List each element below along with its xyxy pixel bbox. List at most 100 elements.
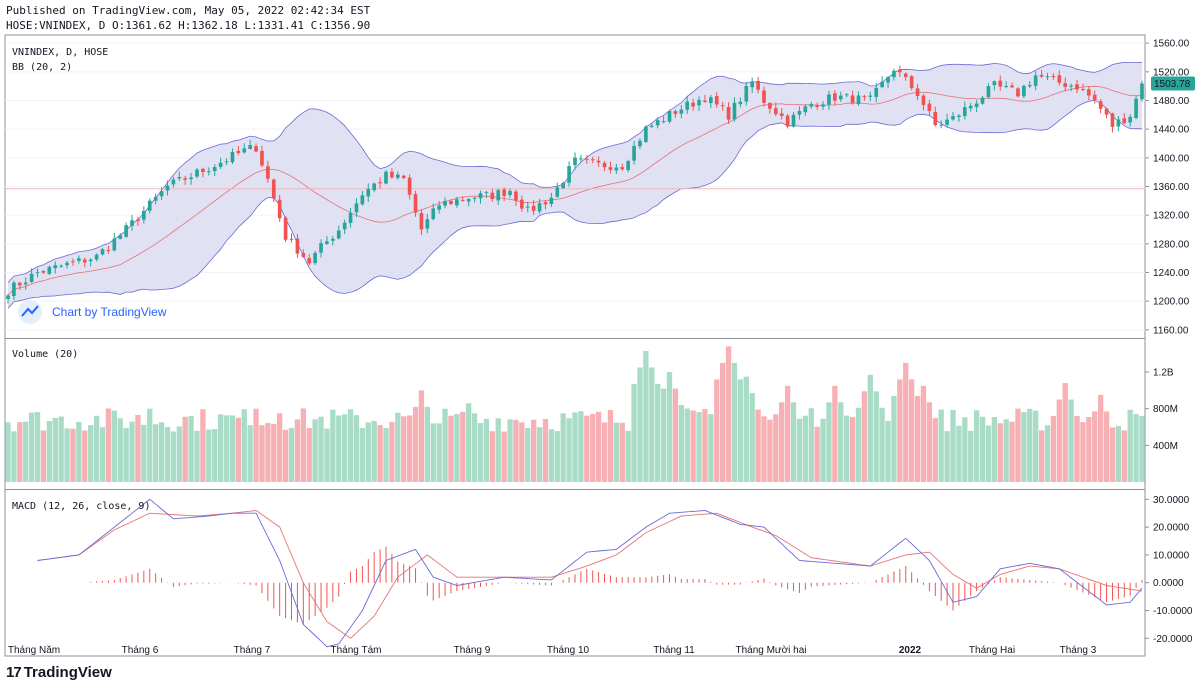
candle-body <box>1045 76 1050 78</box>
candle-body <box>242 148 247 153</box>
candle-body <box>195 169 199 177</box>
candle-body <box>968 105 973 109</box>
candle-body <box>726 107 731 120</box>
candle-body <box>667 110 672 122</box>
candle-body <box>23 282 28 285</box>
candle-body <box>1016 88 1020 97</box>
candle-body <box>626 161 630 171</box>
candle-body <box>142 210 146 220</box>
volume-bar <box>353 415 360 482</box>
volume-bar <box>265 422 271 482</box>
candle-body <box>1081 89 1085 91</box>
volume-bar <box>897 379 903 482</box>
candle-body <box>112 238 117 251</box>
candle-body <box>531 205 536 211</box>
volume-bar <box>235 417 242 482</box>
footer-brand[interactable]: 17 TradingView <box>6 664 112 681</box>
volume-bar <box>542 418 549 482</box>
volume-bar <box>430 423 436 482</box>
candle-body <box>856 95 861 105</box>
volume-bar <box>1015 408 1021 482</box>
candle-body <box>466 198 471 202</box>
candle-body <box>171 179 176 185</box>
bb-lower-line <box>7 99 1143 309</box>
volume-bar <box>660 388 667 482</box>
volume-bar <box>194 430 200 482</box>
volume-bar <box>784 385 791 482</box>
volume-bar <box>82 430 88 482</box>
candle-body <box>390 171 394 178</box>
time-axis-label: Tháng Mười hai <box>735 645 806 656</box>
candle-body <box>537 203 542 212</box>
watermark[interactable]: Chart by TradingView <box>18 300 167 324</box>
volume-bar <box>773 414 779 482</box>
volume-bar <box>737 379 744 482</box>
candle-body <box>100 249 105 255</box>
volume-bar <box>5 422 11 482</box>
volume-bar <box>607 410 614 482</box>
candle-body <box>655 120 660 126</box>
candles <box>6 65 1144 304</box>
macd-signal-line <box>37 510 1143 639</box>
candle-body <box>147 200 152 211</box>
volume-bar <box>991 416 998 482</box>
volume-bar <box>64 428 70 482</box>
candle-body <box>177 177 182 179</box>
time-axis-label: Tháng Tám <box>331 645 382 656</box>
candle-body <box>838 95 843 100</box>
candle-body <box>395 174 400 178</box>
volume-bar <box>99 427 106 482</box>
footer-brand-text: TradingView <box>23 664 112 681</box>
volume-bar <box>1062 383 1068 482</box>
volume-bar <box>1003 419 1009 482</box>
candle-body <box>951 116 955 120</box>
volume-bar <box>595 411 602 482</box>
candle-body <box>998 80 1003 87</box>
macd-axis-label: 0.0000 <box>1153 578 1184 589</box>
candle-body <box>82 259 87 263</box>
volume-bar <box>418 390 425 482</box>
time-axis: Tháng Năm Tháng 6 Tháng 7 Tháng Tám Tháng 9 T… <box>8 645 1097 656</box>
volume-bar <box>743 376 749 482</box>
candle-body <box>714 96 719 105</box>
bollinger-bands <box>7 61 1143 309</box>
candle-body <box>407 177 412 195</box>
volume-bar <box>808 408 814 482</box>
volume-bar <box>135 414 141 482</box>
candle-body <box>1140 83 1144 100</box>
volume-bar <box>838 402 844 482</box>
volume-bar <box>277 413 283 482</box>
volume-bar <box>944 431 950 482</box>
candle-body <box>797 111 802 115</box>
candle-body <box>791 114 796 127</box>
volume-bar <box>460 411 466 482</box>
volume-bar <box>483 418 490 482</box>
candle-body <box>490 192 495 200</box>
price-axis-label: 1520.00 <box>1153 67 1190 78</box>
candle-body <box>212 167 217 172</box>
candle-body <box>348 212 353 223</box>
volume-bar <box>513 419 519 482</box>
candle-body <box>756 80 760 90</box>
candle-body <box>915 88 920 96</box>
volume-bar <box>584 415 590 482</box>
candle-body <box>413 194 418 213</box>
volume-bar <box>23 421 29 482</box>
candle-body <box>248 145 252 149</box>
volume-bar <box>129 421 135 482</box>
volume-bar <box>1044 425 1051 482</box>
volume-bar <box>1115 425 1122 482</box>
volume-bar <box>1056 399 1062 482</box>
volume-bar <box>34 412 41 482</box>
candle-body <box>608 167 613 170</box>
candle-body <box>525 206 530 208</box>
candle-body <box>850 95 855 104</box>
candle-body <box>638 140 642 147</box>
volume-bar <box>188 415 194 482</box>
volume-bar <box>938 409 944 482</box>
macd-axis-label: -20.0000 <box>1153 634 1193 645</box>
candle-body <box>632 145 636 161</box>
volume-bar <box>678 405 684 482</box>
volume-bar <box>601 422 608 482</box>
